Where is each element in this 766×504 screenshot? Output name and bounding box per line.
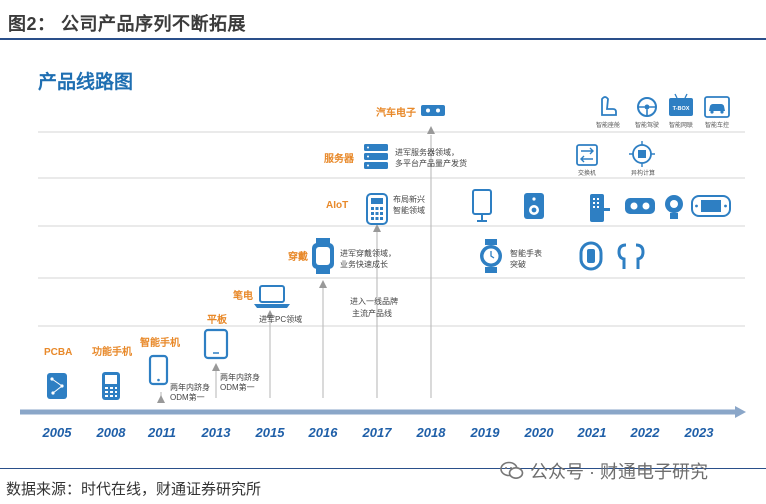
tbox-text: T-BOX <box>673 106 690 112</box>
watermark: 公众号 · 财通电子研究 <box>500 458 708 484</box>
laptop-icon <box>254 285 290 308</box>
edge-label: 异构计算 <box>631 169 655 177</box>
category-feature-phone: 功能手机 <box>92 345 132 358</box>
year-label: 2019 <box>470 425 501 440</box>
fitness-band-icon <box>579 241 603 271</box>
smart-camera-icon <box>665 195 683 219</box>
year-label: 2023 <box>684 425 715 440</box>
network-switch-icon <box>576 144 598 166</box>
note-odm-2011: 两年内跻身 ODM第一 <box>170 382 210 402</box>
pcba-board-icon <box>47 373 67 399</box>
wechat-icon <box>500 461 524 479</box>
category-smartphone: 智能手机 <box>140 336 180 349</box>
category-auto: 汽车电子 <box>376 106 416 119</box>
watermark-text: 公众号 · 财通电子研究 <box>530 462 708 482</box>
game-console-icon <box>691 195 731 217</box>
tbox-label: 智能网联 <box>669 121 693 129</box>
milestone-stems <box>160 135 432 398</box>
category-server: 服务器 <box>324 152 355 165</box>
car-seat-icon <box>601 96 617 116</box>
category-tablet: 平板 <box>207 313 228 326</box>
smartwatch-icon <box>312 238 334 274</box>
edge-compute-icon <box>629 141 655 167</box>
vr-headset-icon <box>625 198 655 214</box>
milestone-notes: 两年内跻身 ODM第一 两年内跻身 ODM第一 进军PC领域 进入一线品牌主流产品线… <box>170 147 542 402</box>
source-note: 数据来源：时代在线，财通证券研究所 <box>6 481 262 498</box>
stem-arrowheads <box>157 126 435 403</box>
smart-lock-icon <box>590 194 610 222</box>
timeline-arrow-icon <box>735 406 746 418</box>
note-pc-2015: 进军PC领域 <box>259 314 302 324</box>
note-brand-2017: 进入一线品牌主流产品线 <box>350 296 398 318</box>
year-label: 2016 <box>308 425 339 440</box>
category-labels: PCBA 功能手机 智能手机 平板 笔电 穿戴 AIoT 服务器 汽车电子 <box>44 106 416 358</box>
note-server-2017: 进军服务器领域，多平台产品量产发货 <box>395 147 467 168</box>
year-label: 2015 <box>255 425 286 440</box>
year-label: 2011 <box>147 425 176 440</box>
category-wearable: 穿戴 <box>288 250 308 263</box>
car-seat-label: 智能座舱 <box>596 121 620 129</box>
note-wear-2016: 进军穿戴领域，业务快速成长 <box>340 248 396 269</box>
top-divider <box>0 38 766 40</box>
diagram-title: 产品线路图 <box>38 70 133 93</box>
switch-label: 交换机 <box>578 169 596 177</box>
year-label: 2005 <box>42 425 73 440</box>
note-aiot-2017: 布局新兴智能领域 <box>393 194 425 215</box>
roadmap-diagram: 产品线路图 2005 2008 2011 2013 2015 2016 2017 <box>20 70 746 440</box>
drive-label: 智能驾驶 <box>635 121 659 129</box>
bottom-divider <box>0 468 766 469</box>
smartwatch-2019-icon <box>480 239 502 273</box>
year-label: 2013 <box>201 425 232 440</box>
car-body-icon <box>704 96 730 118</box>
tbox-icon: T-BOX <box>669 93 693 116</box>
year-label: 2021 <box>577 425 607 440</box>
category-pcba: PCBA <box>44 347 72 358</box>
feature-phone-icon <box>102 372 120 400</box>
auto-module-icon <box>421 105 445 116</box>
speaker-icon <box>524 193 544 219</box>
steering-wheel-icon <box>637 97 657 117</box>
year-label: 2022 <box>630 425 661 440</box>
year-label: 2020 <box>524 425 555 440</box>
category-notebook: 笔电 <box>233 289 253 302</box>
server-rack-icon <box>364 144 388 169</box>
earbuds-icon <box>617 243 645 269</box>
tier-lines <box>38 131 745 327</box>
smart-display-icon <box>472 189 492 222</box>
year-label: 2018 <box>416 425 447 440</box>
year-axis: 2005 2008 2011 2013 2015 2016 2017 2018 … <box>42 425 715 440</box>
year-label: 2008 <box>96 425 127 440</box>
note-odm-2013: 两年内跻身 ODM第一 <box>220 372 260 392</box>
body-label: 智能车控 <box>705 121 729 129</box>
category-aiot: AIoT <box>326 200 348 211</box>
figure-title: 图2： 公司产品序列不断拓展 <box>8 14 247 34</box>
note-smartwatch: 智能手表突破 <box>510 248 542 269</box>
smart-keypad-icon <box>366 193 388 225</box>
tablet-icon <box>203 328 229 360</box>
smartphone-icon <box>148 354 169 386</box>
year-label: 2017 <box>362 425 393 440</box>
